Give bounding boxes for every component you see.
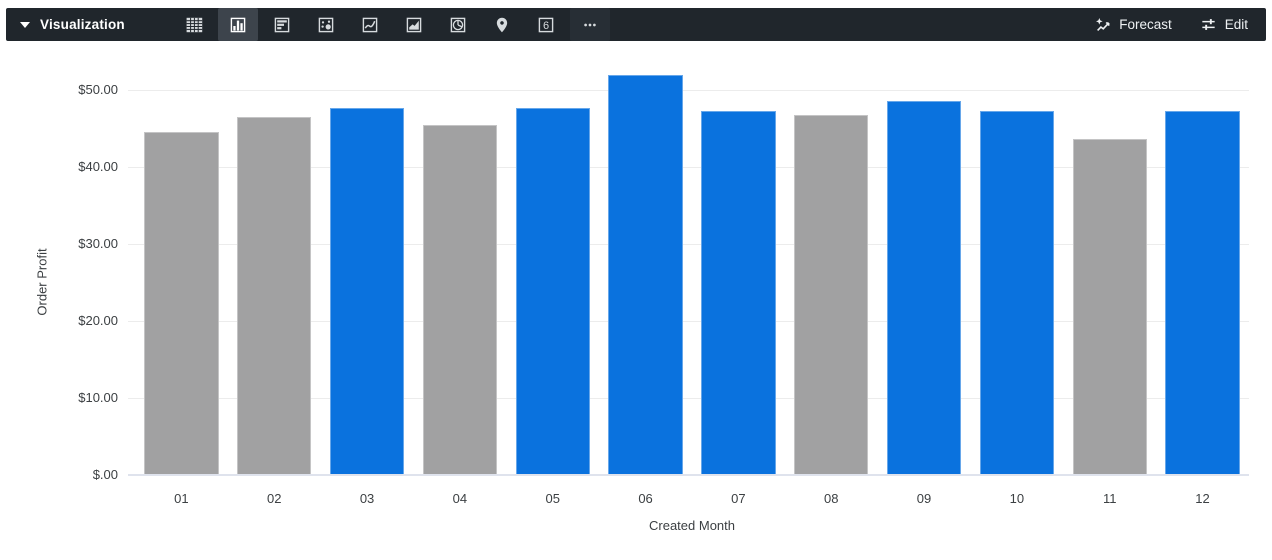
x-tick-label: 10 [1009, 491, 1025, 506]
x-tick-label: 02 [267, 491, 282, 506]
bar-series [135, 0, 1249, 475]
chart-type-column-button[interactable] [218, 8, 258, 41]
visualization-toolbar: Visualization [6, 8, 1266, 41]
y-tick-label: $50.00 [78, 82, 118, 97]
gridline [128, 167, 1249, 168]
bar-month-07[interactable] [701, 110, 776, 475]
chart-type-more-button[interactable] [570, 8, 610, 41]
chart-type-switcher: 6 [174, 8, 610, 41]
forecast-label: Forecast [1119, 17, 1172, 32]
x-tick-label: 03 [359, 491, 375, 506]
edit-label: Edit [1224, 17, 1248, 32]
bar-month-10[interactable] [979, 110, 1054, 475]
x-tick-label: 09 [916, 491, 932, 506]
y-tick-label: $20.00 [78, 313, 118, 328]
bar-slot [785, 0, 878, 475]
gridline [128, 244, 1249, 245]
chart-type-single-value-button[interactable]: 6 [526, 8, 566, 41]
bar-slot [692, 0, 785, 475]
x-axis-line [128, 474, 1249, 476]
y-axis-title: Order Profit [34, 248, 50, 316]
bar-slot [599, 0, 692, 475]
edit-button[interactable]: Edit [1200, 16, 1248, 33]
bar-month-06[interactable] [608, 74, 683, 475]
bar-month-01[interactable] [144, 132, 219, 475]
toolbar-title: Visualization [40, 17, 125, 32]
bar-month-12[interactable] [1165, 110, 1240, 475]
bar-slot [1156, 0, 1249, 475]
y-tick-label: $30.00 [78, 236, 118, 251]
x-tick-label: 04 [452, 491, 468, 506]
x-tick-label: 11 [1102, 491, 1117, 506]
chart-type-pie-button[interactable] [438, 8, 478, 41]
bar-slot [970, 0, 1063, 475]
gridline [128, 398, 1249, 399]
visualization-collapse-toggle[interactable]: Visualization [6, 17, 174, 32]
bar-slot [135, 0, 228, 475]
y-tick-label: $.00 [92, 467, 118, 482]
chart-type-scatter-button[interactable] [306, 8, 346, 41]
bar-slot [1063, 0, 1156, 475]
chart-type-bar-button[interactable] [262, 8, 302, 41]
x-axis-labels: 01 02 03 04 05 06 07 08 09 10 11 12 [135, 491, 1249, 506]
gridline [128, 90, 1249, 91]
x-tick-label: 08 [823, 491, 839, 506]
chart-type-line-button[interactable] [350, 8, 390, 41]
bar-month-05[interactable] [515, 108, 590, 475]
bar-slot [228, 0, 321, 475]
x-tick-label: 12 [1195, 491, 1210, 506]
line-chart-icon [362, 17, 378, 32]
chart-type-map-button[interactable] [482, 8, 522, 41]
y-tick-label: $40.00 [78, 159, 118, 174]
y-tick-label: $10.00 [78, 390, 118, 405]
bar-chart-icon [274, 17, 290, 32]
chart-type-area-button[interactable] [394, 8, 434, 41]
ellipsis-icon [584, 23, 596, 26]
single-value-glyph: 6 [543, 20, 549, 32]
single-value-icon: 6 [538, 17, 554, 32]
column-chart-icon [230, 17, 246, 32]
x-tick-label: 07 [731, 491, 746, 506]
gridline [128, 321, 1249, 322]
forecast-sparkle-icon [1096, 18, 1110, 32]
x-axis-title: Created Month [649, 518, 735, 533]
table-icon [186, 17, 202, 32]
forecast-button[interactable]: Forecast [1094, 16, 1172, 33]
bar-month-04[interactable] [422, 124, 498, 475]
bar-slot [506, 0, 599, 475]
area-chart-icon [406, 17, 422, 32]
pie-chart-icon [450, 17, 466, 32]
bar-month-08[interactable] [794, 115, 869, 475]
toolbar-actions: Forecast Edit [1094, 16, 1266, 33]
x-tick-label: 01 [174, 491, 189, 506]
bar-slot [321, 0, 414, 475]
chart-type-table-button[interactable] [174, 8, 214, 41]
bar-slot [878, 0, 971, 475]
scatter-plot-icon [318, 17, 334, 32]
bar-month-09[interactable] [886, 100, 962, 475]
x-tick-label: 05 [545, 491, 560, 506]
bar-slot [413, 0, 506, 475]
caret-down-icon [20, 21, 30, 28]
tune-edit-icon [1202, 19, 1215, 30]
bar-month-02[interactable] [237, 116, 312, 475]
bar-month-03[interactable] [329, 108, 405, 475]
map-pin-icon [496, 17, 508, 32]
bar-month-11[interactable] [1072, 138, 1147, 475]
x-tick-label: 06 [638, 491, 653, 506]
